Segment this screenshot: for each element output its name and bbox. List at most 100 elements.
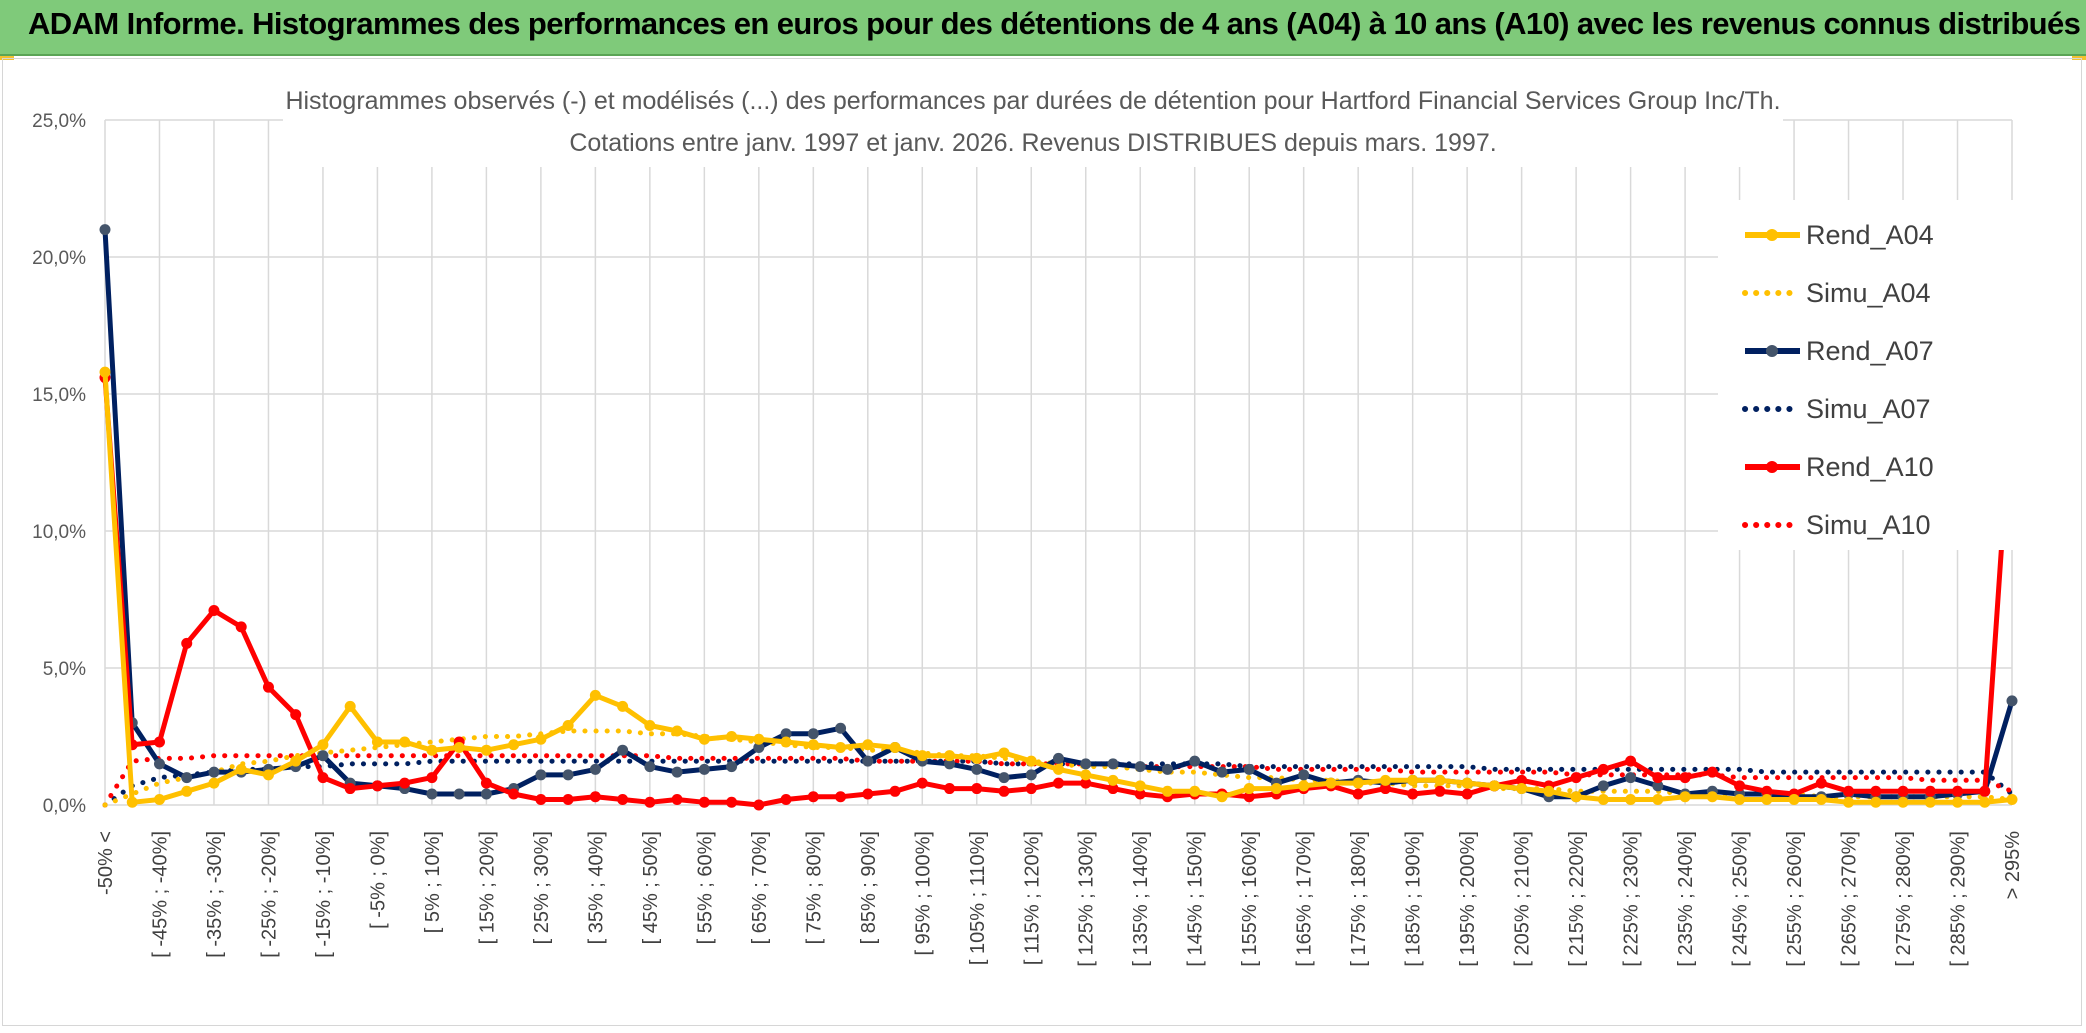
data-point-rend_a07 bbox=[671, 766, 683, 778]
x-tick-label: [ -5% ; 0%] bbox=[367, 831, 389, 929]
data-point-rend_a04 bbox=[1107, 774, 1119, 786]
data-point-rend_a04 bbox=[971, 752, 983, 764]
data-point-rend_a10 bbox=[1706, 766, 1718, 778]
data-point-rend_a04 bbox=[153, 794, 165, 806]
data-point-rend_a04 bbox=[1407, 774, 1419, 786]
data-point-rend_a04 bbox=[453, 741, 465, 753]
data-point-rend_a07 bbox=[1107, 758, 1119, 770]
x-tick-label: [ 255% ; 260%] bbox=[1784, 831, 1806, 967]
data-point-rend_a10 bbox=[1870, 785, 1882, 797]
x-tick-label: [ 125% ; 130%] bbox=[1076, 831, 1098, 967]
data-point-rend_a10 bbox=[181, 637, 193, 649]
data-point-rend_a04 bbox=[1379, 774, 1391, 786]
x-tick-label: [ 85% ; 90%] bbox=[858, 831, 880, 944]
legend-label-simu_a04: Simu_A04 bbox=[1806, 278, 1931, 308]
x-tick-label: [ 155% ; 160%] bbox=[1239, 831, 1261, 967]
y-axis: 0,0% 5,0% 10,0% 15,0% 20,0% 25,0% bbox=[32, 111, 86, 817]
x-tick-label: [ 235% ; 240%] bbox=[1675, 831, 1697, 967]
data-point-rend_a04 bbox=[535, 733, 547, 745]
legend-marker bbox=[1766, 345, 1778, 357]
x-tick-label: [ 35% ; 40%] bbox=[585, 831, 607, 944]
data-point-rend_a10 bbox=[508, 788, 520, 800]
data-point-rend_a04 bbox=[1843, 796, 1855, 808]
data-point-rend_a04 bbox=[344, 700, 356, 712]
data-point-rend_a04 bbox=[617, 700, 629, 712]
data-point-rend_a04 bbox=[235, 763, 247, 775]
data-point-rend_a04 bbox=[589, 689, 601, 701]
data-point-rend_a07 bbox=[99, 224, 111, 236]
data-point-rend_a10 bbox=[1025, 783, 1037, 795]
data-point-rend_a10 bbox=[153, 736, 165, 748]
data-point-rend_a04 bbox=[1243, 783, 1255, 795]
data-point-rend_a07 bbox=[2006, 695, 2018, 707]
x-tick-label: [ 215% ; 220%] bbox=[1566, 831, 1588, 967]
data-point-rend_a04 bbox=[1516, 783, 1528, 795]
data-point-rend_a04 bbox=[1298, 780, 1310, 792]
data-point-rend_a04 bbox=[1543, 785, 1555, 797]
data-point-rend_a04 bbox=[916, 750, 928, 762]
data-point-rend_a10 bbox=[589, 791, 601, 803]
data-point-rend_a04 bbox=[1897, 796, 1909, 808]
report-banner: ADAM Informe. Histogrammes des performan… bbox=[0, 0, 2086, 56]
data-point-rend_a07 bbox=[1597, 780, 1609, 792]
data-point-rend_a04 bbox=[317, 739, 329, 751]
legend-label-rend_a07: Rend_A07 bbox=[1806, 336, 1934, 366]
data-point-rend_a04 bbox=[1870, 796, 1882, 808]
data-point-rend_a10 bbox=[1107, 783, 1119, 795]
data-point-rend_a07 bbox=[644, 761, 656, 773]
x-tick-label: [ 105% ; 110%] bbox=[967, 831, 989, 965]
data-point-rend_a10 bbox=[644, 796, 656, 808]
data-point-rend_a04 bbox=[1679, 791, 1691, 803]
data-point-rend_a10 bbox=[1979, 785, 1991, 797]
x-tick-label: [ 265% ; 270%] bbox=[1839, 831, 1861, 967]
legend-background bbox=[1718, 200, 2018, 550]
legend-label-rend_a10: Rend_A10 bbox=[1806, 452, 1934, 482]
data-point-rend_a04 bbox=[753, 733, 765, 745]
data-point-rend_a10 bbox=[698, 796, 710, 808]
x-tick-label: [ 205% ; 210%] bbox=[1512, 831, 1534, 967]
data-point-rend_a07 bbox=[153, 758, 165, 770]
data-point-rend_a07 bbox=[589, 763, 601, 775]
data-point-rend_a10 bbox=[1461, 788, 1473, 800]
data-point-rend_a10 bbox=[671, 794, 683, 806]
data-point-rend_a04 bbox=[1706, 791, 1718, 803]
data-point-rend_a07 bbox=[835, 722, 847, 734]
data-point-rend_a10 bbox=[480, 777, 492, 789]
legend-label-simu_a10: Simu_A10 bbox=[1806, 510, 1931, 540]
data-point-rend_a04 bbox=[480, 744, 492, 756]
data-point-rend_a07 bbox=[944, 758, 956, 770]
data-point-rend_a07 bbox=[1652, 780, 1664, 792]
data-point-rend_a04 bbox=[208, 777, 220, 789]
data-point-rend_a07 bbox=[1053, 752, 1064, 764]
data-point-rend_a10 bbox=[726, 796, 738, 808]
x-tick-label: [ 75% ; 80%] bbox=[803, 831, 825, 944]
data-point-rend_a07 bbox=[1161, 763, 1173, 775]
x-tick-label: [ 45% ; 50%] bbox=[640, 831, 662, 944]
data-point-rend_a07 bbox=[562, 769, 574, 781]
y-tick-label: 25,0% bbox=[32, 111, 86, 132]
data-point-rend_a04 bbox=[889, 741, 901, 753]
x-tick-label: -50% < bbox=[95, 831, 117, 895]
data-point-rend_a10 bbox=[1652, 772, 1664, 784]
x-tick-label: [ 5% ; 10%] bbox=[422, 831, 444, 933]
x-tick-label: [ -45% ; -40%] bbox=[149, 831, 171, 958]
data-point-rend_a07 bbox=[480, 788, 492, 800]
data-point-rend_a07 bbox=[971, 763, 983, 775]
x-tick-label: [ 145% ; 150%] bbox=[1185, 831, 1207, 967]
x-tick-label: [ 165% ; 170%] bbox=[1294, 831, 1316, 967]
data-point-rend_a04 bbox=[835, 741, 847, 753]
data-point-rend_a04 bbox=[998, 747, 1010, 759]
data-point-rend_a10 bbox=[1815, 777, 1827, 789]
data-point-rend_a04 bbox=[1352, 777, 1364, 789]
data-point-rend_a04 bbox=[1461, 777, 1473, 789]
chart-frame bbox=[2, 58, 2082, 1026]
data-point-rend_a10 bbox=[1734, 780, 1746, 792]
data-point-rend_a10 bbox=[317, 772, 329, 784]
data-point-rend_a10 bbox=[971, 783, 983, 795]
chart-title: Histogrammes observés (-) et modélisés (… bbox=[285, 87, 1780, 115]
x-tick-label: [ 195% ; 200%] bbox=[1457, 831, 1479, 967]
data-point-rend_a07 bbox=[1243, 763, 1255, 775]
data-point-rend_a10 bbox=[1407, 788, 1419, 800]
x-tick-label: > 295% bbox=[2002, 831, 2024, 900]
